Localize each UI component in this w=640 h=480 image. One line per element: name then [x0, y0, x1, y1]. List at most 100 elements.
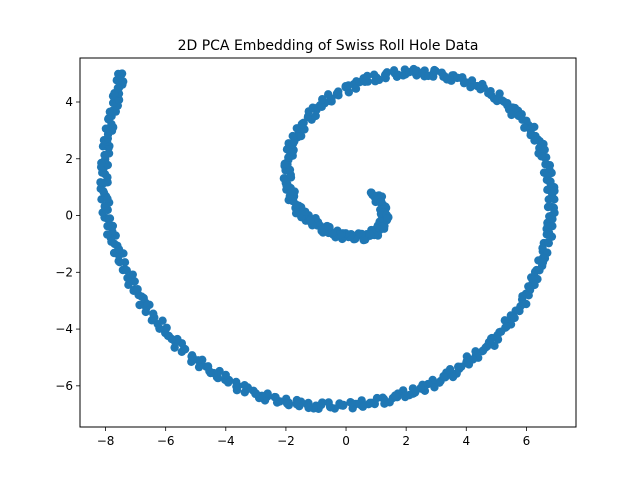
data-point	[548, 214, 557, 224]
x-tick-label: 6	[523, 434, 531, 448]
data-point	[97, 158, 106, 168]
data-point	[317, 102, 326, 111]
data-point	[544, 238, 553, 248]
data-point	[538, 258, 548, 267]
data-point	[543, 202, 553, 212]
data-point	[335, 230, 344, 239]
data-point	[542, 230, 551, 239]
data-point	[541, 159, 551, 169]
y-tick-label: −6	[55, 379, 73, 393]
data-point	[462, 357, 471, 366]
data-point	[478, 346, 488, 355]
data-point	[457, 362, 466, 371]
data-point	[203, 362, 213, 371]
data-point	[337, 401, 346, 410]
x-tick-label: 2	[402, 434, 410, 448]
data-point	[304, 403, 313, 413]
data-point	[135, 300, 144, 310]
x-tick-label: 4	[462, 434, 470, 448]
data-point	[510, 313, 519, 323]
data-point	[327, 94, 336, 103]
data-point	[123, 273, 132, 283]
chart-title: 2D PCA Embedding of Swiss Roll Hole Data	[178, 38, 479, 54]
data-point	[437, 68, 447, 77]
data-point	[430, 383, 439, 392]
data-point	[98, 186, 108, 196]
data-point	[471, 347, 480, 356]
x-tick-label: −4	[217, 434, 235, 448]
data-point	[374, 75, 384, 85]
data-point	[240, 381, 249, 390]
data-point	[103, 230, 112, 239]
data-point	[100, 150, 109, 160]
data-point	[282, 181, 291, 190]
data-point	[522, 116, 531, 126]
data-point	[101, 124, 111, 133]
data-point	[439, 372, 448, 381]
data-point	[164, 331, 174, 341]
data-point	[496, 327, 506, 336]
data-point	[297, 119, 307, 129]
data-point	[535, 266, 544, 275]
data-point	[287, 186, 296, 196]
data-point	[305, 216, 315, 225]
data-point	[354, 229, 363, 238]
data-point	[223, 378, 233, 387]
data-point	[382, 68, 392, 77]
data-point	[141, 307, 150, 317]
data-point	[530, 122, 539, 132]
x-tick-label: −8	[97, 434, 115, 448]
data-point	[96, 178, 105, 187]
data-point	[325, 402, 335, 412]
data-point	[537, 152, 546, 161]
data-point	[280, 159, 289, 169]
data-point	[288, 131, 297, 141]
data-point	[108, 123, 118, 132]
data-point	[507, 110, 516, 120]
data-point	[550, 195, 559, 204]
data-point	[170, 343, 179, 352]
data-point	[500, 97, 509, 107]
data-point	[380, 399, 389, 408]
x-tick-label: −6	[157, 434, 175, 448]
data-point	[292, 395, 302, 405]
data-point	[518, 291, 527, 301]
data-point	[540, 145, 549, 154]
data-point	[221, 370, 230, 380]
data-point	[133, 285, 142, 294]
y-tick-label: 0	[65, 209, 73, 223]
axes-frame	[79, 57, 577, 428]
data-point	[149, 309, 158, 318]
data-point	[187, 352, 196, 361]
data-point	[251, 389, 260, 399]
data-point	[279, 174, 289, 183]
points-layer	[96, 64, 559, 413]
data-point	[122, 266, 131, 275]
y-tick-label: 4	[65, 95, 73, 109]
data-point	[448, 372, 458, 382]
data-point	[322, 221, 332, 231]
data-point	[347, 398, 356, 408]
x-tick-label: −2	[277, 434, 295, 448]
data-point	[390, 391, 400, 400]
data-point	[466, 83, 475, 92]
data-point	[107, 237, 116, 246]
y-axis: −6 −4 −2 0 2 4	[55, 95, 80, 393]
data-point	[232, 382, 241, 391]
data-point	[105, 107, 115, 117]
data-point	[284, 153, 293, 162]
y-tick-label: −2	[55, 265, 73, 279]
data-point	[416, 383, 425, 393]
data-point	[296, 131, 306, 141]
data-point	[401, 391, 410, 400]
data-point	[194, 362, 204, 372]
data-point	[271, 393, 280, 402]
data-point	[484, 89, 493, 98]
data-point	[502, 322, 511, 331]
data-point	[105, 214, 115, 223]
x-axis: −8 −6 −4 −2 0 2 4 6	[97, 427, 531, 448]
data-point	[114, 95, 124, 105]
y-tick-label: −4	[55, 322, 73, 336]
data-point	[524, 291, 533, 300]
